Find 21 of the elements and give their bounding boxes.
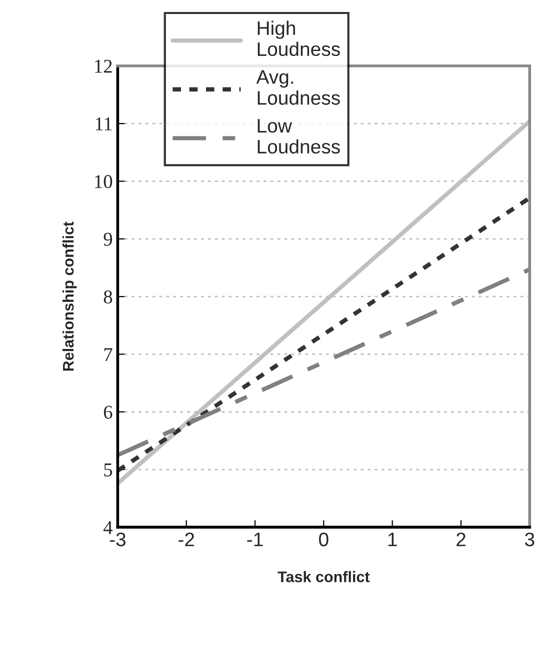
y-tick-label: 11 xyxy=(96,117,112,130)
y-tick-label: 8 xyxy=(104,290,112,304)
y-tick-label: 6 xyxy=(104,406,112,419)
legend-label: Avg. Loudness xyxy=(256,70,340,105)
x-tick-label: 3 xyxy=(524,532,534,546)
y-tick-label: 10 xyxy=(95,175,112,188)
legend-label: High Loudness xyxy=(258,20,340,56)
x-axis-title: Task conflict xyxy=(278,571,370,582)
x-tick-label: 2 xyxy=(456,532,466,546)
x-tick-label: 1 xyxy=(388,532,397,546)
y-tick-label: 4 xyxy=(103,521,113,534)
y-tick-label: 7 xyxy=(104,348,112,361)
y-tick-label: 9 xyxy=(104,232,112,246)
x-tick-label: 0 xyxy=(319,532,328,546)
x-tick-label: -2 xyxy=(178,532,194,546)
legend-label: Low Loudness xyxy=(258,119,340,154)
y-tick-label: 12 xyxy=(95,60,112,73)
x-tick-label: -3 xyxy=(110,532,126,546)
y-tick-label: 5 xyxy=(104,464,112,476)
y-axis-title: Relationship conflict xyxy=(62,222,77,371)
x-tick-label: -1 xyxy=(247,532,263,546)
